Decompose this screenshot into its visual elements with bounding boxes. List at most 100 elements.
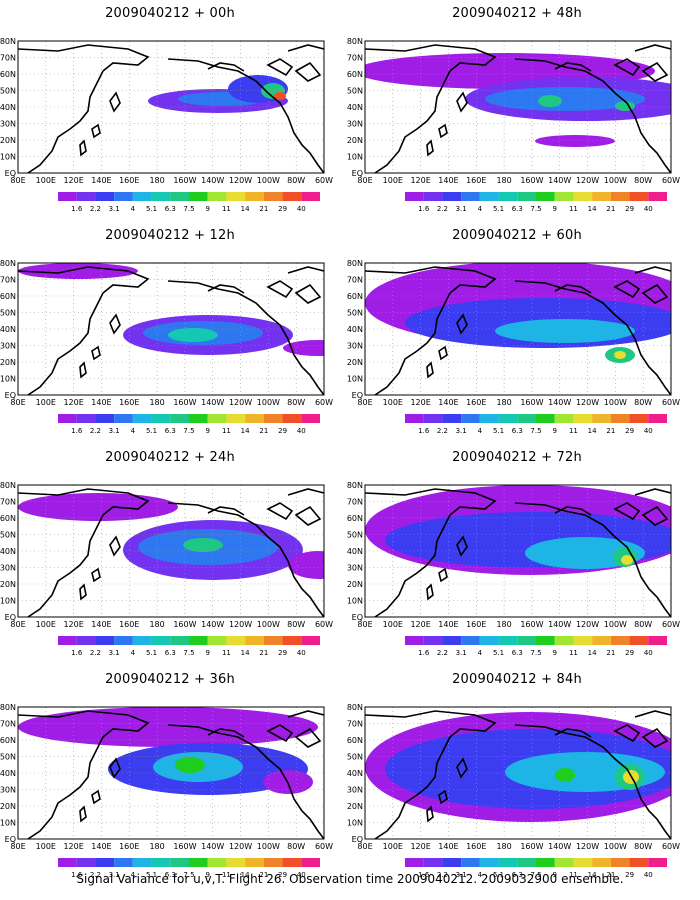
lat-tick-label: 70N (347, 276, 363, 285)
colorbar-level-label: 14 (588, 871, 597, 879)
lon-tick-label: 160E (119, 620, 139, 629)
colorbar-level-label: 7.5 (530, 649, 541, 657)
coastline (634, 488, 672, 496)
coastline (374, 514, 451, 618)
lon-tick-label: 100E (36, 176, 56, 185)
lat-tick-label: 10N (0, 375, 16, 384)
lat-tick-label: 50N (0, 531, 16, 540)
lat-tick-label: 70N (347, 498, 363, 507)
lat-tick-label: 80N (0, 259, 16, 268)
colorbar-swatch (132, 414, 152, 423)
map-panel: 2009040212 + 48h 80N 70N 60N 50N 40N 30N 20N 10N… (347, 0, 682, 215)
panel-title: 2009040212 + 84h (452, 672, 582, 687)
lon-tick-label: 100E (383, 398, 403, 407)
lat-tick-label: 80N (0, 481, 16, 490)
colorbar-level-label: 3.1 (456, 205, 467, 213)
colorbar-level-label: 14 (241, 427, 250, 435)
lon-tick-label: 140W (548, 176, 571, 185)
colorbar-level-label: 9 (205, 871, 209, 879)
colorbar-swatch (648, 192, 667, 201)
colorbar-swatch (423, 636, 443, 645)
lon-tick-label: 180 (496, 176, 511, 185)
colorbar-swatch (151, 858, 171, 867)
colorbar-level-label: 11 (222, 205, 231, 213)
lat-tick-label: 80N (347, 259, 363, 268)
colorbar-swatch (479, 858, 499, 867)
colorbar-level-label: 6.3 (512, 871, 523, 879)
lat-tick-label: EQ (5, 613, 16, 622)
colorbar-level-label: 14 (588, 427, 597, 435)
panel-title: 2009040212 + 00h (105, 6, 235, 21)
coastline (17, 44, 150, 72)
panel-title: 2009040212 + 24h (105, 450, 235, 465)
lon-tick-label: 60W (315, 842, 333, 851)
lon-tick-label: 100W (604, 176, 627, 185)
colorbar-swatch (554, 636, 574, 645)
colorbar-swatch (170, 636, 189, 645)
colorbar-swatch (461, 636, 480, 645)
lon-tick-label: 120E (410, 176, 430, 185)
colorbar-swatch (263, 192, 283, 201)
colorbar-level-label: 3.1 (456, 649, 467, 657)
coastline (438, 345, 448, 361)
colorbar-swatch (629, 414, 649, 423)
lon-tick-label: 80E (10, 842, 25, 851)
colorbar-level-label: 11 (569, 205, 578, 213)
colorbar-swatch (76, 858, 96, 867)
colorbar-swatch (226, 414, 246, 423)
coastline (364, 266, 497, 294)
lon-tick-label: 160W (173, 176, 196, 185)
lon-tick-label: 120E (410, 620, 430, 629)
coastline (634, 710, 672, 718)
coastline (266, 280, 294, 299)
lon-tick-label: 100W (257, 842, 280, 851)
colorbar-swatch (554, 858, 574, 867)
lon-tick-label: 60W (315, 398, 333, 407)
colorbar-swatch (498, 414, 518, 423)
colorbar-swatch (95, 414, 115, 423)
lat-tick-label: 30N (0, 342, 16, 351)
colorbar-swatch (189, 858, 208, 867)
colorbar-swatch (301, 858, 320, 867)
colorbar-level-label: 4 (131, 427, 136, 435)
colorbar-swatch (76, 414, 96, 423)
colorbar-level-label: 14 (241, 871, 250, 879)
lat-tick-label: 60N (347, 736, 363, 745)
colorbar-swatch (423, 858, 443, 867)
lon-tick-label: 140W (201, 176, 224, 185)
colorbar-level-label: 5.1 (493, 205, 504, 213)
colorbar-level-label: 14 (588, 649, 597, 657)
coastline (79, 583, 87, 601)
colorbar: 1.6 2.2 3.1 4 5.1 6.3 7.5 9 11 14 21 29 40 (58, 636, 320, 657)
lat-tick-label: 20N (0, 580, 16, 589)
coastline (554, 62, 592, 72)
lat-tick-label: 20N (347, 358, 363, 367)
lon-tick-label: 80W (287, 176, 305, 185)
lon-tick-label: 120W (576, 842, 599, 851)
colorbar-level-label: 6.3 (512, 205, 523, 213)
panel-title: 2009040212 + 12h (105, 228, 235, 243)
colorbar-swatch (629, 636, 649, 645)
colorbar-swatch (405, 192, 424, 201)
colorbar-level-label: 40 (297, 205, 306, 213)
coastline (374, 70, 451, 174)
lon-tick-label: 120W (229, 842, 252, 851)
lon-tick-label: 80E (357, 398, 372, 407)
colorbar-swatch (461, 414, 480, 423)
colorbar-swatch (442, 858, 462, 867)
lat-tick-label: EQ (352, 169, 363, 178)
colorbar-level-label: 21 (259, 871, 268, 879)
coastline (287, 44, 325, 52)
lat-tick-label: 60N (347, 70, 363, 79)
lon-tick-label: 160E (466, 176, 486, 185)
colorbar-level-label: 2.2 (437, 427, 448, 435)
lat-tick-label: 60N (0, 514, 16, 523)
lat-tick-label: 60N (0, 292, 16, 301)
lat-tick-label: 20N (0, 358, 16, 367)
colorbar-swatch (573, 858, 593, 867)
lon-tick-label: 80W (634, 398, 652, 407)
colorbar-swatch (58, 636, 77, 645)
lon-tick-label: 160W (520, 176, 543, 185)
